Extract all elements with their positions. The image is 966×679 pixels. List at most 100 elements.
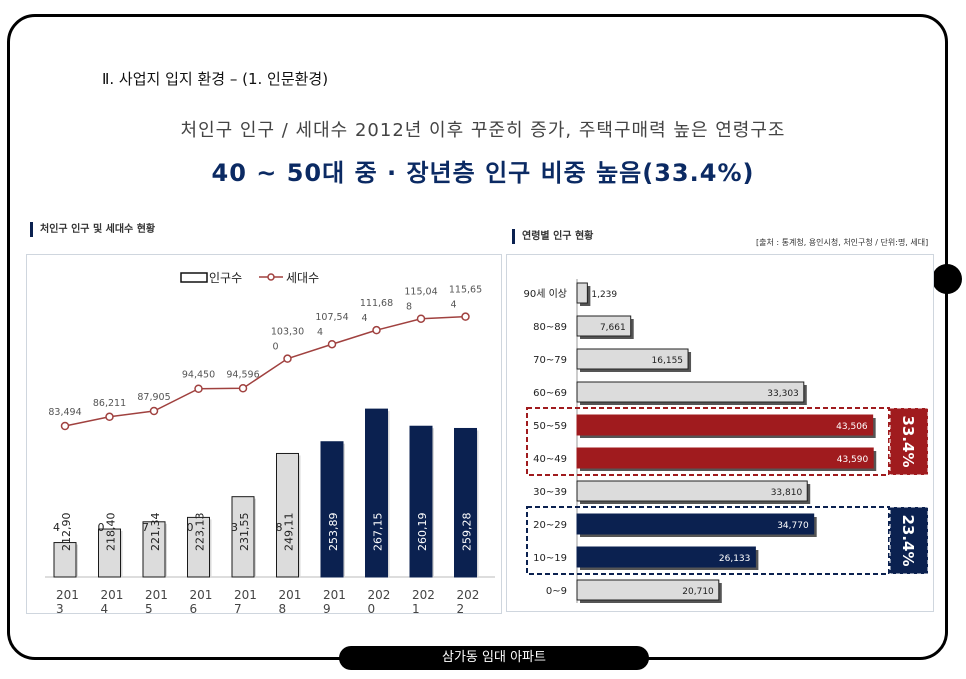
x-tick-label: 201 [101,588,124,602]
legend-swatch-population [180,272,208,283]
age-bar [576,348,689,370]
age-bar [576,513,815,535]
x-tick-label-tail: 3 [56,602,64,613]
population-bar [454,427,477,578]
households-point [60,421,70,431]
population-bar [53,542,77,578]
population-bar-label: 218,40 [105,513,118,552]
population-bar-label-tail: 7 [142,521,149,534]
population-bar-label: 223,13 [194,513,207,552]
households-label-tail: 0 [273,342,279,353]
population-bar-label-tail: 3 [231,521,238,534]
age-category-label: 0~9 [546,586,567,597]
age-bar [576,282,588,304]
x-tick-label-tail: 2 [457,602,465,613]
population-bar [231,496,255,578]
age-bar-value: 20,710 [682,587,714,597]
population-bar [365,408,388,578]
age-category-label: 90세 이상 [523,288,567,300]
age-category-label: 20~29 [533,520,567,531]
highlight-group-box [526,506,890,575]
highlight-group-badge [889,506,929,575]
population-bar [187,516,210,578]
households-point [372,325,381,335]
section-title: Ⅱ. 사업지 입지 환경 – (1. 인문환경) [102,70,329,88]
age-category-label: 50~59 [533,421,567,432]
x-tick-label-tail: 4 [101,602,109,613]
households-point [149,406,159,416]
age-bar-value: 43,590 [837,455,869,465]
households-label: 86,211 [93,398,126,409]
age-bar [576,546,756,568]
population-bar-label: 253,89 [327,513,340,552]
age-category-label: 30~39 [533,487,567,498]
x-tick-label-tail: 5 [145,602,153,613]
highlight-group-share: 23.4% [899,514,917,566]
population-bar-label: 231,55 [238,513,251,552]
x-tick-label: 201 [56,588,79,602]
population-panel-label: 처인구 인구 및 세대수 현황 [30,222,155,237]
x-tick-label-tail: 9 [323,602,331,613]
age-bar-value: 16,155 [652,356,684,366]
population-bar-label-tail: 4 [53,521,60,534]
x-tick-label: 202 [368,588,391,602]
households-label: 83,494 [48,407,81,418]
x-tick-label-tail: 6 [190,602,198,613]
households-point [283,354,292,363]
x-tick-label: 201 [323,588,346,602]
households-label: 94,450 [182,370,215,381]
footer-project-name: 삼가동 임대 아파트 [339,646,649,670]
legend-label-population: 인구수 [209,271,242,285]
age-bar-value: 33,303 [767,389,799,399]
population-bar-label: 249,11 [283,513,296,552]
population-bar-label: 212,90 [60,513,73,552]
age-category-label: 40~49 [533,454,567,465]
chart-legend: 인구수 세대수 [180,271,319,285]
age-bar-value: 34,770 [777,521,809,531]
frame-dot-icon [932,264,962,294]
households-point [194,384,203,393]
population-bar [98,528,121,578]
households-point [461,312,470,321]
households-label: 111,68 [360,298,393,309]
population-bar-label: 259,28 [461,513,474,552]
households-label: 115,04 [404,287,437,298]
households-label: 107,54 [315,312,348,323]
age-bar [576,447,874,469]
households-label-tail: 4 [451,300,457,311]
highlight-group-box [526,407,890,476]
population-bar [276,452,299,578]
population-bar-label-tail: 0 [98,521,105,534]
x-tick-label: 201 [190,588,213,602]
population-bar-label: 267,15 [372,513,385,552]
households-label: 94,596 [226,369,259,380]
age-bar-value: 7,661 [600,323,626,333]
population-bar-label-tail: 0 [187,521,194,534]
age-bar-value: 1,239 [591,290,617,300]
age-category-label: 10~19 [533,553,567,564]
households-point [416,314,426,323]
legend-marker [267,273,275,281]
source-note: [출처 : 통계청, 용인시청, 처인구청 / 단위:명, 세대] [756,238,929,247]
households-line [64,315,466,427]
population-bar [320,441,344,578]
households-point [105,412,114,422]
x-tick-label-tail: 0 [368,602,376,613]
highlight-group-badge [889,407,929,476]
households-label: 87,905 [137,392,170,403]
headline: 40 ~ 50대 중 · 장년층 인구 비중 높음(33.4%) [211,159,755,187]
highlight-group-share: 33.4% [899,415,917,467]
population-chart-panel: 인구수 세대수 212,90 4 218,40 0 221,34 7 223,13 0 231,55… [26,254,502,616]
age-chart-panel: 90세 이상 1,239 80~89 7,661 70~79 16,155 60~69 33,… [506,254,934,612]
households-label: 103,30 [271,327,304,338]
households-point [327,339,337,349]
population-bar-label: 221,34 [149,513,162,552]
x-tick-label-tail: 8 [279,602,287,613]
households-label-tail: 8 [406,302,412,313]
x-tick-label: 202 [457,588,480,602]
age-bar [576,579,720,601]
x-tick-label: 201 [279,588,302,602]
x-tick-label: 201 [145,588,168,602]
age-category-label: 70~79 [533,355,567,366]
